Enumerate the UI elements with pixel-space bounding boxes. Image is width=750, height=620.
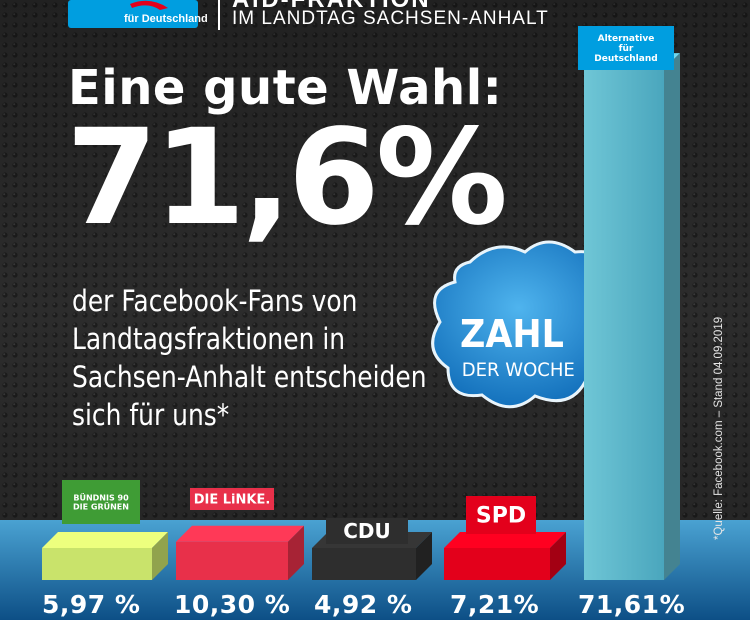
badge-line1: ZAHL <box>460 312 564 357</box>
header-separator <box>218 0 220 30</box>
spd-logo-text: SPD <box>476 504 526 529</box>
bar-gruene <box>42 532 168 580</box>
gruene-logo-text: DIE GRÜNEN <box>73 501 129 511</box>
bar-top-spd <box>444 532 566 548</box>
gruene-logo-text: BÜNDNIS 90 <box>73 492 129 502</box>
logo-text-header: für Deutschland <box>124 13 208 25</box>
headline: Eine gute Wahl: <box>68 60 503 116</box>
cdu-logo: CDU <box>326 518 408 544</box>
header-subtitle: IM LANDTAG SACHSEN-ANHALT <box>232 8 549 29</box>
badge-line2: DER WOCHE <box>462 360 575 382</box>
header-title: AfD-FRAKTION <box>232 0 431 14</box>
bar-front-gruene <box>42 548 152 580</box>
value-label-cdu: 4,92 % <box>314 590 413 619</box>
afd-logo-header: für Deutschland <box>68 0 208 28</box>
bar-side-afd <box>664 53 680 580</box>
big-number: 71,6% <box>66 101 508 255</box>
bar-side-gruene <box>152 532 168 580</box>
bar-front-cdu <box>312 548 416 580</box>
bar-top-gruene <box>42 532 168 548</box>
body-text: der Facebook-Fans von Landtagsfraktionen… <box>72 282 427 434</box>
body-line: Sachsen-Anhalt entscheiden <box>72 360 427 394</box>
value-label-gruene: 5,97 % <box>42 590 141 619</box>
source-note: *Quelle: Facebook.com – Stand 04.09.2019 <box>713 316 725 540</box>
spd-logo: SPD <box>466 496 536 534</box>
afd-logo-bar-text: Deutschland <box>594 54 657 64</box>
bar-front-afd <box>584 69 664 580</box>
cdu-logo-text: CDU <box>343 519 391 543</box>
body-line: der Facebook-Fans von <box>72 284 358 318</box>
value-label-afd: 71,61% <box>578 590 686 619</box>
linke-logo-text: DIE LiNKE. <box>194 493 271 508</box>
bar-spd <box>444 532 566 580</box>
bar-side-spd <box>550 532 566 580</box>
bar-side-cdu <box>416 532 432 580</box>
afd-logo-bar-text: für <box>619 44 634 54</box>
afd-logo-bar-text: Alternative <box>598 34 655 44</box>
value-label-linke: 10,30 % <box>174 590 291 619</box>
linke-logo: DIE LiNKE. <box>190 488 274 510</box>
bar-side-linke <box>288 525 304 580</box>
bar-front-spd <box>444 548 550 580</box>
body-line: sich für uns* <box>72 398 230 432</box>
bar-top-linke <box>176 525 304 542</box>
bar-afd <box>584 53 680 580</box>
zahl-der-woche-badge: ZAHL DER WOCHE <box>431 240 625 409</box>
body-line: Landtagsfraktionen in <box>72 322 346 356</box>
value-label-spd: 7,21% <box>450 590 540 619</box>
bar-front-linke <box>176 541 288 580</box>
bar-linke <box>176 525 304 580</box>
